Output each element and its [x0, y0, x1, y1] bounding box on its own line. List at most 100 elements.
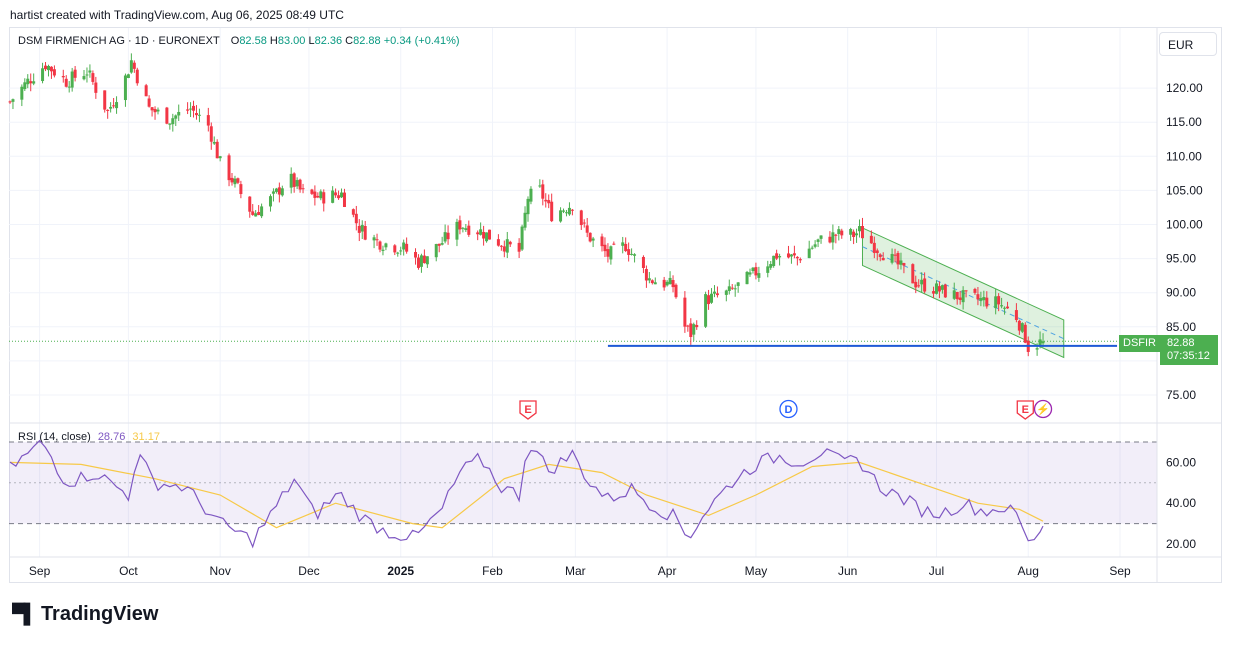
time-tick-label: Oct [119, 564, 138, 578]
candle-body [834, 234, 838, 236]
rsi-tick-label: 60.00 [1166, 455, 1196, 469]
candle-body [319, 191, 323, 199]
candle-body [621, 242, 625, 246]
candle-body [171, 118, 175, 125]
price-tick-label: 110.00 [1166, 149, 1202, 163]
candle-body [852, 231, 856, 238]
time-tick-label: Nov [209, 564, 230, 578]
candle-body [8, 101, 12, 103]
candles [8, 53, 1045, 357]
candle-body [600, 236, 604, 247]
candle-body [153, 109, 157, 113]
candle-body [662, 279, 666, 288]
chart-frame[interactable] [9, 27, 1222, 583]
candle-body [414, 251, 418, 258]
time-tick-label: Sep [29, 564, 51, 578]
time-tick-label: Jul [929, 564, 944, 578]
candle-body [869, 235, 873, 244]
candle-body [399, 250, 403, 252]
time-tick-label: Apr [658, 564, 677, 578]
candle-body [997, 296, 1001, 305]
candle-body [443, 232, 447, 242]
candle-body [271, 191, 275, 194]
candle-body [209, 126, 213, 142]
split-marker-shape [1033, 399, 1053, 419]
candle-body [795, 256, 799, 259]
candle-body [923, 278, 927, 292]
candle-body [194, 113, 198, 116]
open-value: 82.58 [239, 35, 267, 47]
candle-body [828, 236, 832, 243]
candle-body [26, 78, 30, 85]
candle-body [73, 69, 77, 78]
last-price-value: 82.88 [1167, 337, 1195, 349]
price-tick-label: 75.00 [1166, 388, 1196, 402]
candle-body [257, 212, 261, 215]
rsi-ma-line [9, 461, 1044, 529]
candle-body [591, 238, 595, 241]
price-tick-label: 120.00 [1166, 81, 1203, 95]
close-label: C [345, 35, 354, 47]
earnings-icon: E [1016, 400, 1034, 420]
candle-body [192, 105, 196, 111]
candle-body [189, 108, 193, 110]
candle-body [150, 107, 154, 111]
candle-body [147, 98, 151, 107]
candle-body [440, 243, 444, 245]
candle-body [446, 232, 450, 240]
candle-body [233, 178, 237, 185]
candle-body [994, 296, 998, 309]
candle-body [766, 266, 770, 273]
candle-body [502, 246, 506, 252]
candle-body [215, 141, 219, 159]
candle-body [633, 254, 637, 256]
candle-body [754, 267, 758, 276]
candle-body [32, 81, 36, 84]
candle-body [1014, 310, 1018, 320]
candle-body [239, 184, 243, 195]
candle-body [538, 185, 542, 187]
candle-body [665, 281, 669, 286]
candle-body [461, 227, 465, 229]
candle-body [61, 75, 65, 78]
candle-body [280, 188, 284, 196]
candle-body [135, 69, 139, 84]
candle-body [911, 264, 915, 284]
candle-body [786, 253, 790, 258]
candle-body [488, 229, 492, 240]
candle-body [855, 233, 859, 236]
event-markers: E D E ⚡ [519, 399, 1053, 420]
price-tick-label: 100.00 [1166, 218, 1203, 232]
candle-body [437, 243, 441, 246]
candle-body [29, 81, 33, 84]
candle-body [1003, 307, 1007, 309]
candle-body [792, 253, 796, 256]
candle-body [64, 78, 68, 87]
candle-body [467, 225, 471, 235]
candle-body [985, 297, 989, 307]
candle-body [813, 244, 817, 247]
low-label: L [308, 35, 315, 47]
candle-body [917, 285, 921, 287]
candle-body [544, 199, 548, 202]
candle-body [704, 294, 708, 327]
price-tick-label: 90.00 [1166, 286, 1196, 300]
rsi-legend: RSI (14, close) 28.76 31.17 [18, 431, 160, 443]
candle-body [899, 260, 903, 265]
candle-body [567, 207, 571, 215]
candle-body [570, 209, 574, 211]
candle-body [961, 290, 965, 303]
candle-body [934, 283, 938, 294]
candle-body [144, 85, 148, 97]
tradingview-mark-icon: ▀▌ [12, 603, 37, 625]
candle-body [757, 273, 761, 278]
candle-body [650, 280, 654, 284]
currency-selector[interactable]: EUR [1159, 32, 1217, 56]
tradingview-logo[interactable]: ▀▌ TradingView [12, 603, 158, 626]
candle-body [1035, 348, 1039, 350]
candle-body [769, 264, 773, 268]
candle-body [351, 209, 355, 215]
candle-body [357, 225, 361, 233]
candle-body [416, 257, 420, 268]
